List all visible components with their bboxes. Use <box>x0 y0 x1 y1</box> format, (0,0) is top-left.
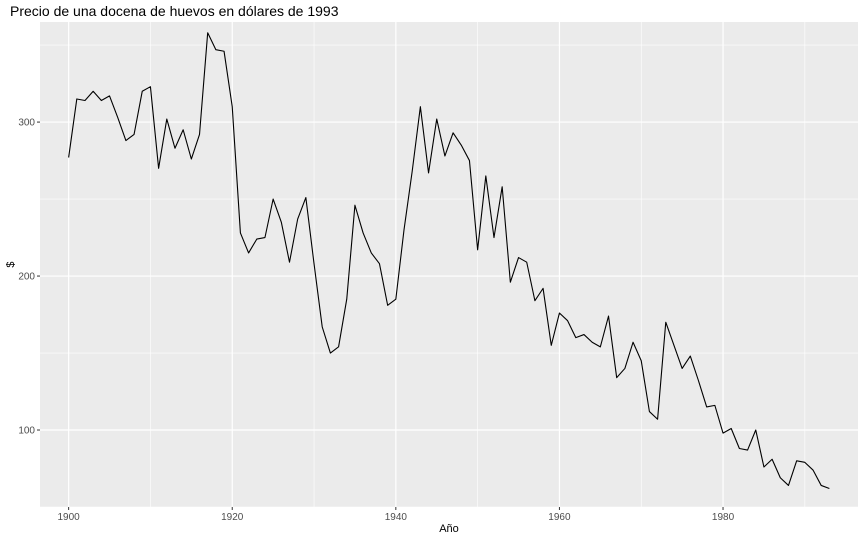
y-tick-label: 200 <box>18 272 35 283</box>
grid-minor <box>40 22 858 508</box>
chart-title: Precio de una docena de huevos en dólare… <box>10 3 339 19</box>
y-axis-title: $ <box>5 261 17 267</box>
y-tick-label: 300 <box>18 118 35 129</box>
x-axis-title: Año <box>439 523 459 535</box>
x-tick-label: 1960 <box>548 512 571 523</box>
y-tick-label: 100 <box>18 426 35 437</box>
y-axis: 100 200 300 <box>18 118 40 437</box>
x-tick-label: 1900 <box>58 512 81 523</box>
x-axis: 1900 1920 1940 1960 1980 <box>58 507 735 523</box>
x-tick-label: 1940 <box>385 512 408 523</box>
data-line <box>68 32 830 490</box>
x-tick-label: 1920 <box>221 512 244 523</box>
x-tick-label: 1980 <box>712 512 735 523</box>
plot-panel <box>40 22 858 507</box>
